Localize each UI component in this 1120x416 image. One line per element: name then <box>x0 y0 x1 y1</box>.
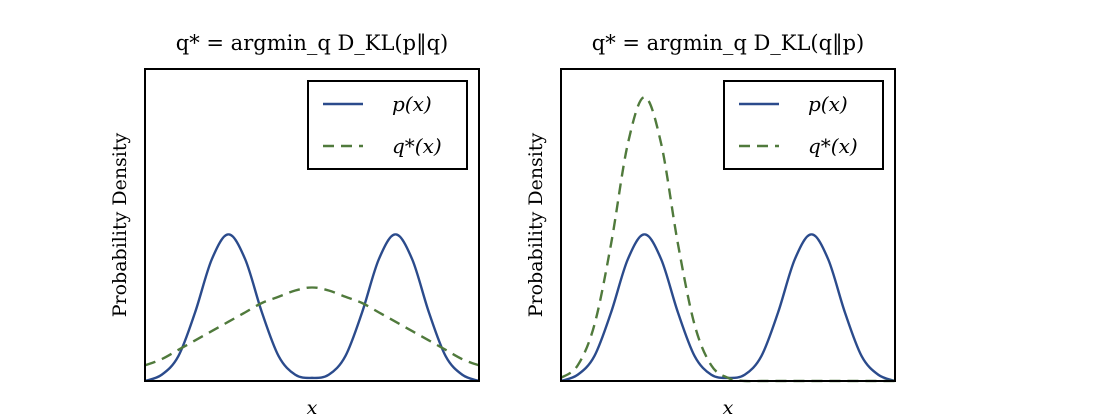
panel: q* = argmin_q D_KL(p‖q) Probability Densi… <box>109 31 480 416</box>
legend-box <box>723 80 884 170</box>
legend-label: q*(x) <box>392 134 442 158</box>
y-axis-label: Probability Density <box>109 132 131 317</box>
line-series <box>561 234 895 381</box>
plot-frame <box>144 68 480 382</box>
line-series <box>145 234 479 381</box>
chart-title: q* = argmin_q D_KL(q‖p) <box>592 31 864 56</box>
y-axis-label: Probability Density <box>525 132 547 317</box>
x-axis-label: x <box>307 397 318 416</box>
legend-label: p(x) <box>808 92 848 116</box>
line-series <box>145 287 479 365</box>
panel: q* = argmin_q D_KL(q‖p) Probability Densi… <box>525 31 896 416</box>
plot-frame <box>560 68 896 382</box>
legend-label: q*(x) <box>808 134 858 158</box>
legend-box <box>307 80 468 170</box>
x-axis-label: x <box>723 397 734 416</box>
chart-title: q* = argmin_q D_KL(p‖q) <box>176 31 448 56</box>
legend-label: p(x) <box>392 92 432 116</box>
